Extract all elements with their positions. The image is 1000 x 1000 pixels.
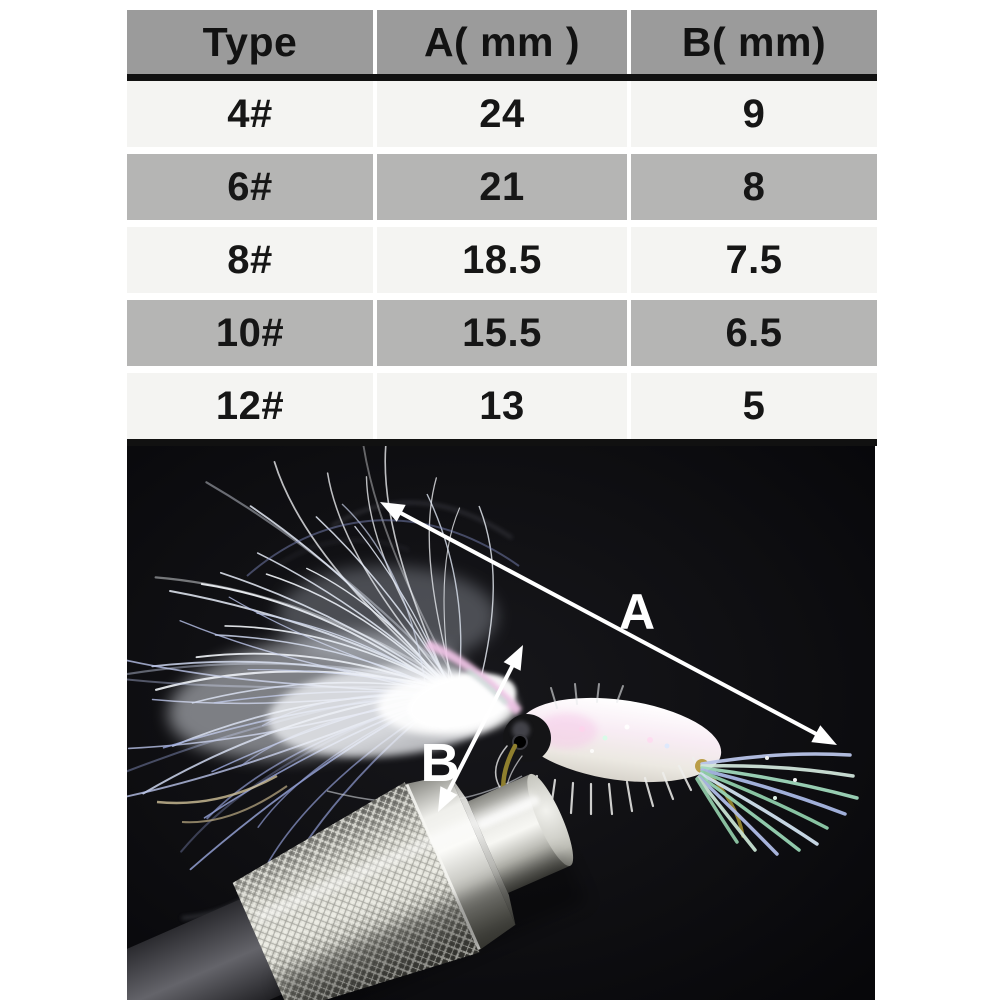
table-row: 12# 13 5 xyxy=(127,373,877,439)
dimension-arrow-b xyxy=(438,645,523,812)
tinsel-tail xyxy=(695,752,859,856)
body-fringe xyxy=(528,756,709,816)
vise-stem xyxy=(127,899,282,1000)
vise-graphic xyxy=(127,773,587,1000)
arrow-b-label: B xyxy=(421,733,460,793)
table-body: 4# 24 9 6# 21 8 8# 18.5 7.5 10# 15.5 6.5… xyxy=(127,81,877,439)
dimension-arrow-a xyxy=(380,502,837,745)
cell-a: 15.5 xyxy=(377,300,627,366)
cell-a: 24 xyxy=(377,81,627,147)
cell-b: 7.5 xyxy=(631,227,877,293)
cell-type: 10# xyxy=(127,300,373,366)
table-header-row: Type A( mm ) B( mm) xyxy=(127,10,877,74)
column-header-b-mm: B( mm) xyxy=(631,10,877,74)
cell-b: 9 xyxy=(631,81,877,147)
table-row: 8# 18.5 7.5 xyxy=(127,227,877,293)
cell-a: 13 xyxy=(377,373,627,439)
cell-type: 12# xyxy=(127,373,373,439)
product-photo: A B xyxy=(127,446,875,1000)
cell-type: 8# xyxy=(127,227,373,293)
fly-body xyxy=(518,683,722,816)
table-row: 6# 21 8 xyxy=(127,154,877,220)
header-divider-rule xyxy=(127,74,877,81)
cell-a: 21 xyxy=(377,154,627,220)
cell-b: 8 xyxy=(631,154,877,220)
vise-jaw-tip xyxy=(527,773,574,866)
cell-a: 18.5 xyxy=(377,227,627,293)
fluff-mass xyxy=(168,566,517,759)
size-table: Type A( mm ) B( mm) 4# 24 9 6# 21 8 8# 1… xyxy=(127,10,877,446)
cell-type: 6# xyxy=(127,154,373,220)
table-row: 10# 15.5 6.5 xyxy=(127,300,877,366)
column-header-a-mm: A( mm ) xyxy=(377,10,627,74)
table-row: 4# 24 9 xyxy=(127,81,877,147)
table-bottom-rule xyxy=(127,439,877,446)
cell-b: 5 xyxy=(631,373,877,439)
flash-back-strip xyxy=(425,639,523,716)
arrow-a-label: A xyxy=(619,584,655,640)
cell-type: 4# xyxy=(127,81,373,147)
column-header-type: Type xyxy=(127,10,373,74)
cell-b: 6.5 xyxy=(631,300,877,366)
